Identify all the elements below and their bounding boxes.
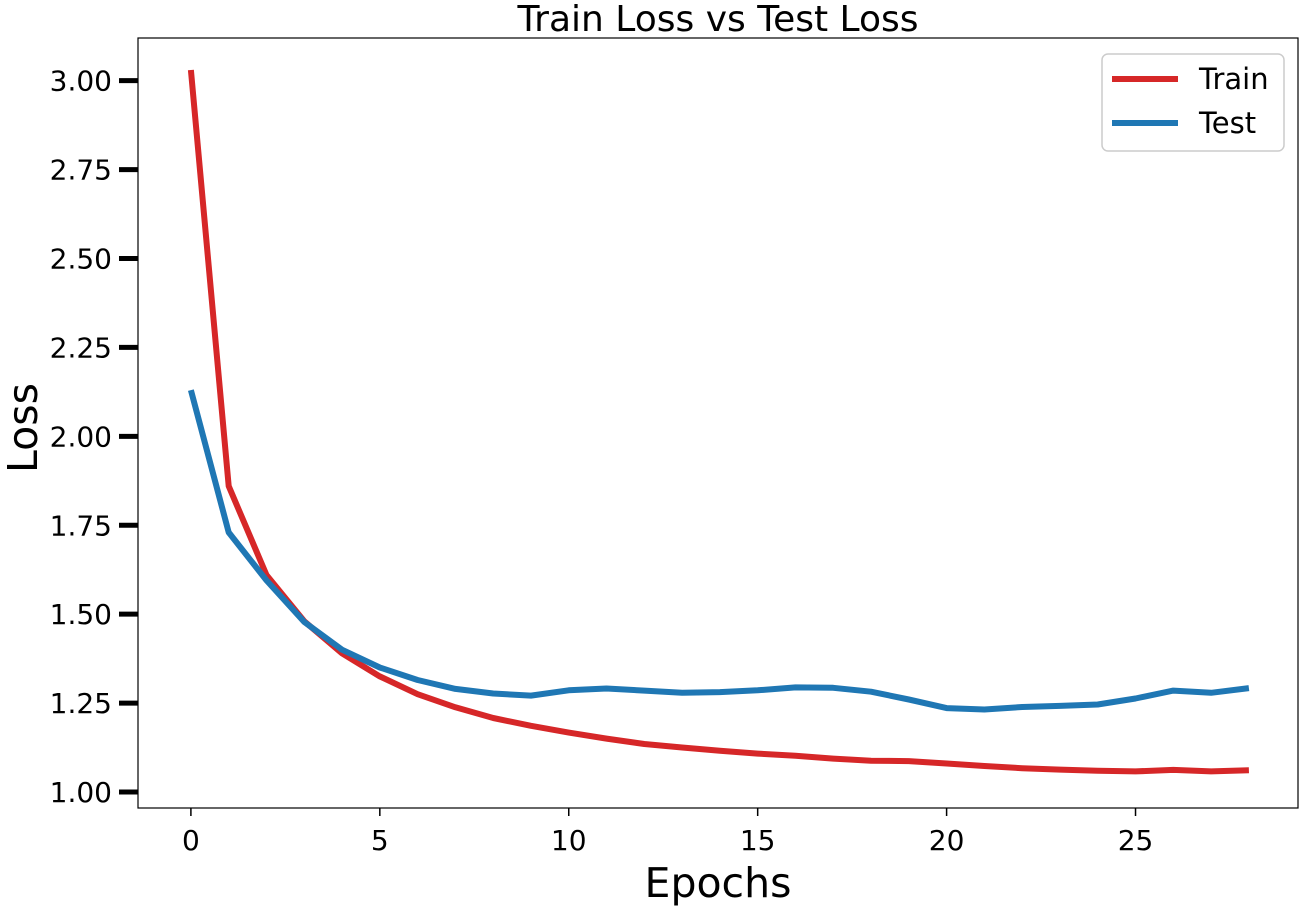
x-tick-label: 5 (371, 824, 389, 857)
x-tick-label: 15 (740, 824, 776, 857)
series-line-train (187, 69, 1249, 775)
y-tick-label: 2.25 (50, 331, 112, 364)
legend-label-test: Test (1198, 106, 1256, 140)
y-tick-label: 1.00 (50, 776, 112, 809)
series-lines (187, 69, 1250, 775)
y-tick-label: 3.00 (50, 65, 112, 98)
y-axis-title: Loss (0, 383, 47, 473)
series-line-test (188, 389, 1250, 713)
y-tick-label: 2.00 (50, 420, 112, 453)
legend-label-train: Train (1198, 62, 1269, 96)
x-tick-label: 10 (551, 824, 587, 857)
x-tick-label: 0 (182, 824, 200, 857)
legend: Train Test (1101, 53, 1285, 152)
y-tick-label: 2.50 (50, 243, 112, 276)
y-tick-label: 1.75 (50, 509, 112, 542)
y-tick-label: 1.50 (50, 598, 112, 631)
plot-frame (137, 37, 1299, 809)
y-tick-label: 2.75 (50, 154, 112, 187)
y-axis: 1.00 1.25 1.50 1.75 2.00 2.25 2.50 2.75 3.00 (50, 65, 138, 809)
x-tick-label: 25 (1118, 824, 1154, 857)
x-axis: 0 5 10 15 20 25 (182, 808, 1153, 857)
chart-title: Train Loss vs Test Loss (516, 0, 918, 40)
x-tick-label: 20 (929, 824, 965, 857)
x-axis-title: Epochs (645, 859, 792, 906)
y-tick-label: 1.25 (50, 687, 112, 720)
